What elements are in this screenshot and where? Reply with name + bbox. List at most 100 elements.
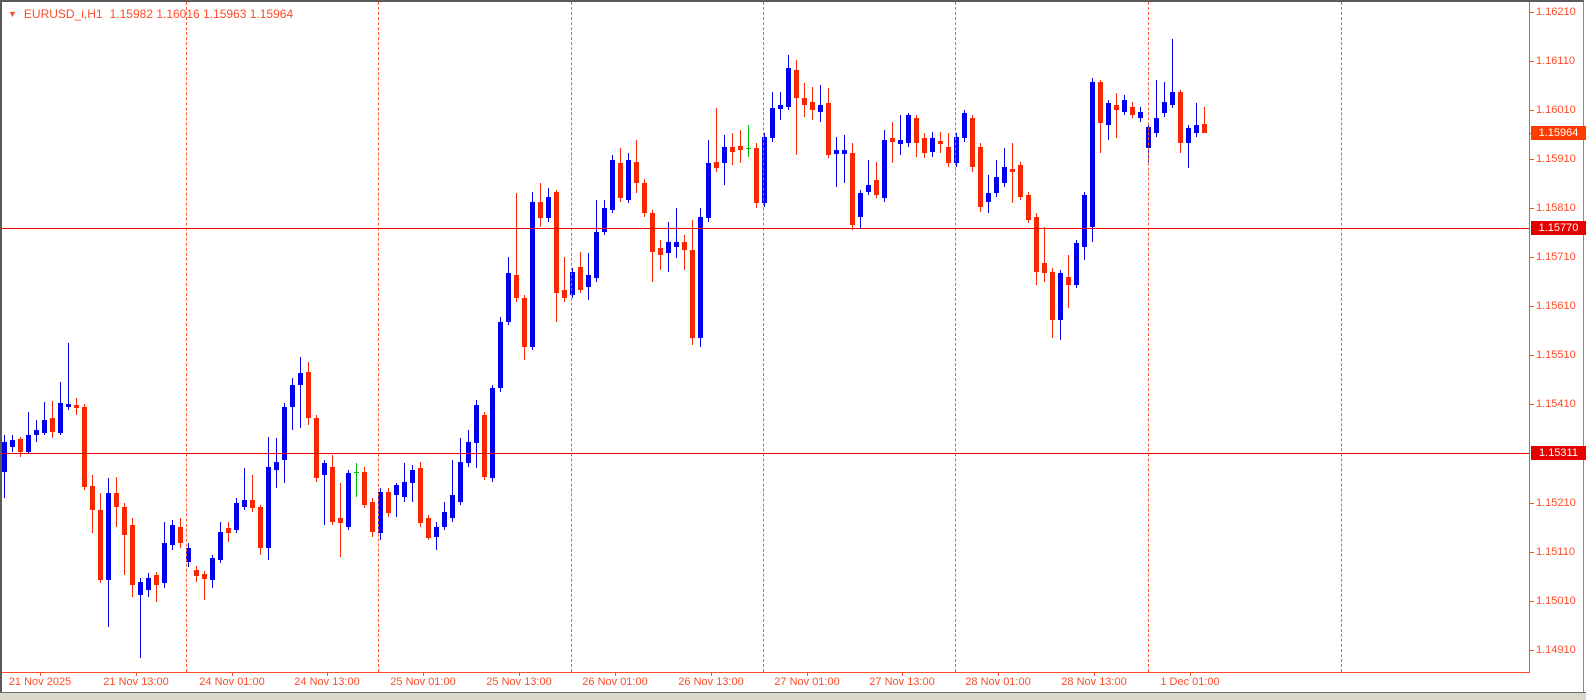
candle-body[interactable] [1170, 91, 1175, 106]
candle-body[interactable] [1074, 243, 1079, 285]
candle-body[interactable] [474, 404, 479, 443]
candle-body[interactable] [210, 558, 215, 580]
candle-body[interactable] [66, 404, 71, 407]
candle-body[interactable] [106, 492, 111, 580]
candle-body[interactable] [130, 524, 135, 586]
candle-body[interactable] [442, 511, 447, 527]
candle-body[interactable] [1106, 103, 1111, 126]
candle-body[interactable] [410, 469, 415, 484]
candle-body[interactable] [354, 471, 359, 474]
candle-body[interactable] [162, 542, 167, 584]
candle-body[interactable] [778, 105, 783, 109]
candle-body[interactable] [1194, 125, 1199, 134]
candle-body[interactable] [962, 112, 967, 138]
candle-body[interactable] [562, 290, 567, 298]
candle-body[interactable] [370, 502, 375, 533]
candle-body[interactable] [50, 417, 55, 432]
candle-body[interactable] [1114, 105, 1119, 110]
candle-body[interactable] [858, 192, 863, 217]
candle-body[interactable] [1018, 164, 1023, 197]
candle-body[interactable] [1090, 82, 1095, 227]
candle-body[interactable] [506, 272, 511, 323]
candle-body[interactable] [602, 208, 607, 233]
candle-body[interactable] [26, 434, 31, 453]
candle-body[interactable] [538, 201, 543, 218]
candle-body[interactable] [674, 242, 679, 247]
candle-body[interactable] [1058, 272, 1063, 321]
candle-body[interactable] [914, 117, 919, 143]
candle-body[interactable] [1202, 123, 1207, 133]
candle-body[interactable] [1162, 102, 1167, 113]
candle-body[interactable] [906, 114, 911, 143]
candle-body[interactable] [922, 137, 927, 154]
candle-body[interactable] [738, 145, 743, 151]
candle-body[interactable] [458, 461, 463, 503]
candle-body[interactable] [330, 466, 335, 522]
candle-body[interactable] [938, 140, 943, 144]
candle-body[interactable] [1002, 166, 1007, 184]
candle-body[interactable] [1154, 117, 1159, 134]
candle-body[interactable] [226, 527, 231, 534]
candle-body[interactable] [298, 373, 303, 385]
candle-body[interactable] [170, 524, 175, 545]
symbol-dropdown-triangle-icon[interactable]: ▼ [8, 9, 17, 19]
candle-body[interactable] [874, 180, 879, 195]
candle-body[interactable] [850, 153, 855, 225]
candle-body[interactable] [994, 176, 999, 193]
candle-body[interactable] [1178, 91, 1183, 143]
candle-body[interactable] [762, 136, 767, 203]
candle-body[interactable] [802, 98, 807, 106]
candle-body[interactable] [250, 499, 255, 509]
candle-body[interactable] [730, 146, 735, 153]
candle-body[interactable] [90, 485, 95, 511]
candle-body[interactable] [394, 484, 399, 495]
candle-body[interactable] [882, 139, 887, 198]
candle-body[interactable] [402, 482, 407, 497]
candle-body[interactable] [986, 192, 991, 202]
candle-body[interactable] [1138, 111, 1143, 118]
candle-body[interactable] [946, 146, 951, 163]
candle-body[interactable] [314, 417, 319, 479]
candle-body[interactable] [10, 439, 15, 448]
candle-body[interactable] [2, 441, 7, 472]
candle-body[interactable] [266, 466, 271, 548]
candle-body[interactable] [514, 274, 519, 298]
candle-body[interactable] [530, 201, 535, 348]
candle-body[interactable] [658, 247, 663, 255]
candle-body[interactable] [1050, 271, 1055, 321]
candle-body[interactable] [770, 108, 775, 138]
candle-body[interactable] [1026, 194, 1031, 220]
candle-body[interactable] [122, 507, 127, 536]
candle-body[interactable] [642, 183, 647, 214]
horizontal-level-line[interactable] [2, 453, 1529, 454]
candle-body[interactable] [578, 267, 583, 291]
chart-plot-area[interactable] [2, 2, 1529, 672]
candle-body[interactable] [338, 517, 343, 523]
candle-body[interactable] [618, 162, 623, 198]
candle-body[interactable] [242, 499, 247, 508]
candle-body[interactable] [1034, 216, 1039, 272]
candle-body[interactable] [258, 507, 263, 548]
candle-body[interactable] [594, 232, 599, 278]
horizontal-level-line[interactable] [2, 228, 1529, 229]
candle-body[interactable] [154, 574, 159, 586]
candle-body[interactable] [322, 462, 327, 476]
candle-body[interactable] [1010, 168, 1015, 172]
candle-body[interactable] [290, 384, 295, 407]
candle-body[interactable] [186, 547, 191, 563]
candle-body[interactable] [1042, 263, 1047, 273]
candle-body[interactable] [386, 491, 391, 513]
candle-body[interactable] [466, 441, 471, 463]
candle-body[interactable] [794, 70, 799, 99]
candle-body[interactable] [274, 461, 279, 470]
candle-body[interactable] [450, 494, 455, 518]
candle-body[interactable] [1098, 82, 1103, 123]
candle-body[interactable] [74, 404, 79, 408]
candle-body[interactable] [346, 472, 351, 527]
candle-body[interactable] [586, 274, 591, 288]
candle-body[interactable] [34, 430, 39, 435]
candle-body[interactable] [930, 137, 935, 153]
candle-body[interactable] [834, 150, 839, 155]
candle-body[interactable] [546, 196, 551, 218]
candle-body[interactable] [714, 162, 719, 168]
